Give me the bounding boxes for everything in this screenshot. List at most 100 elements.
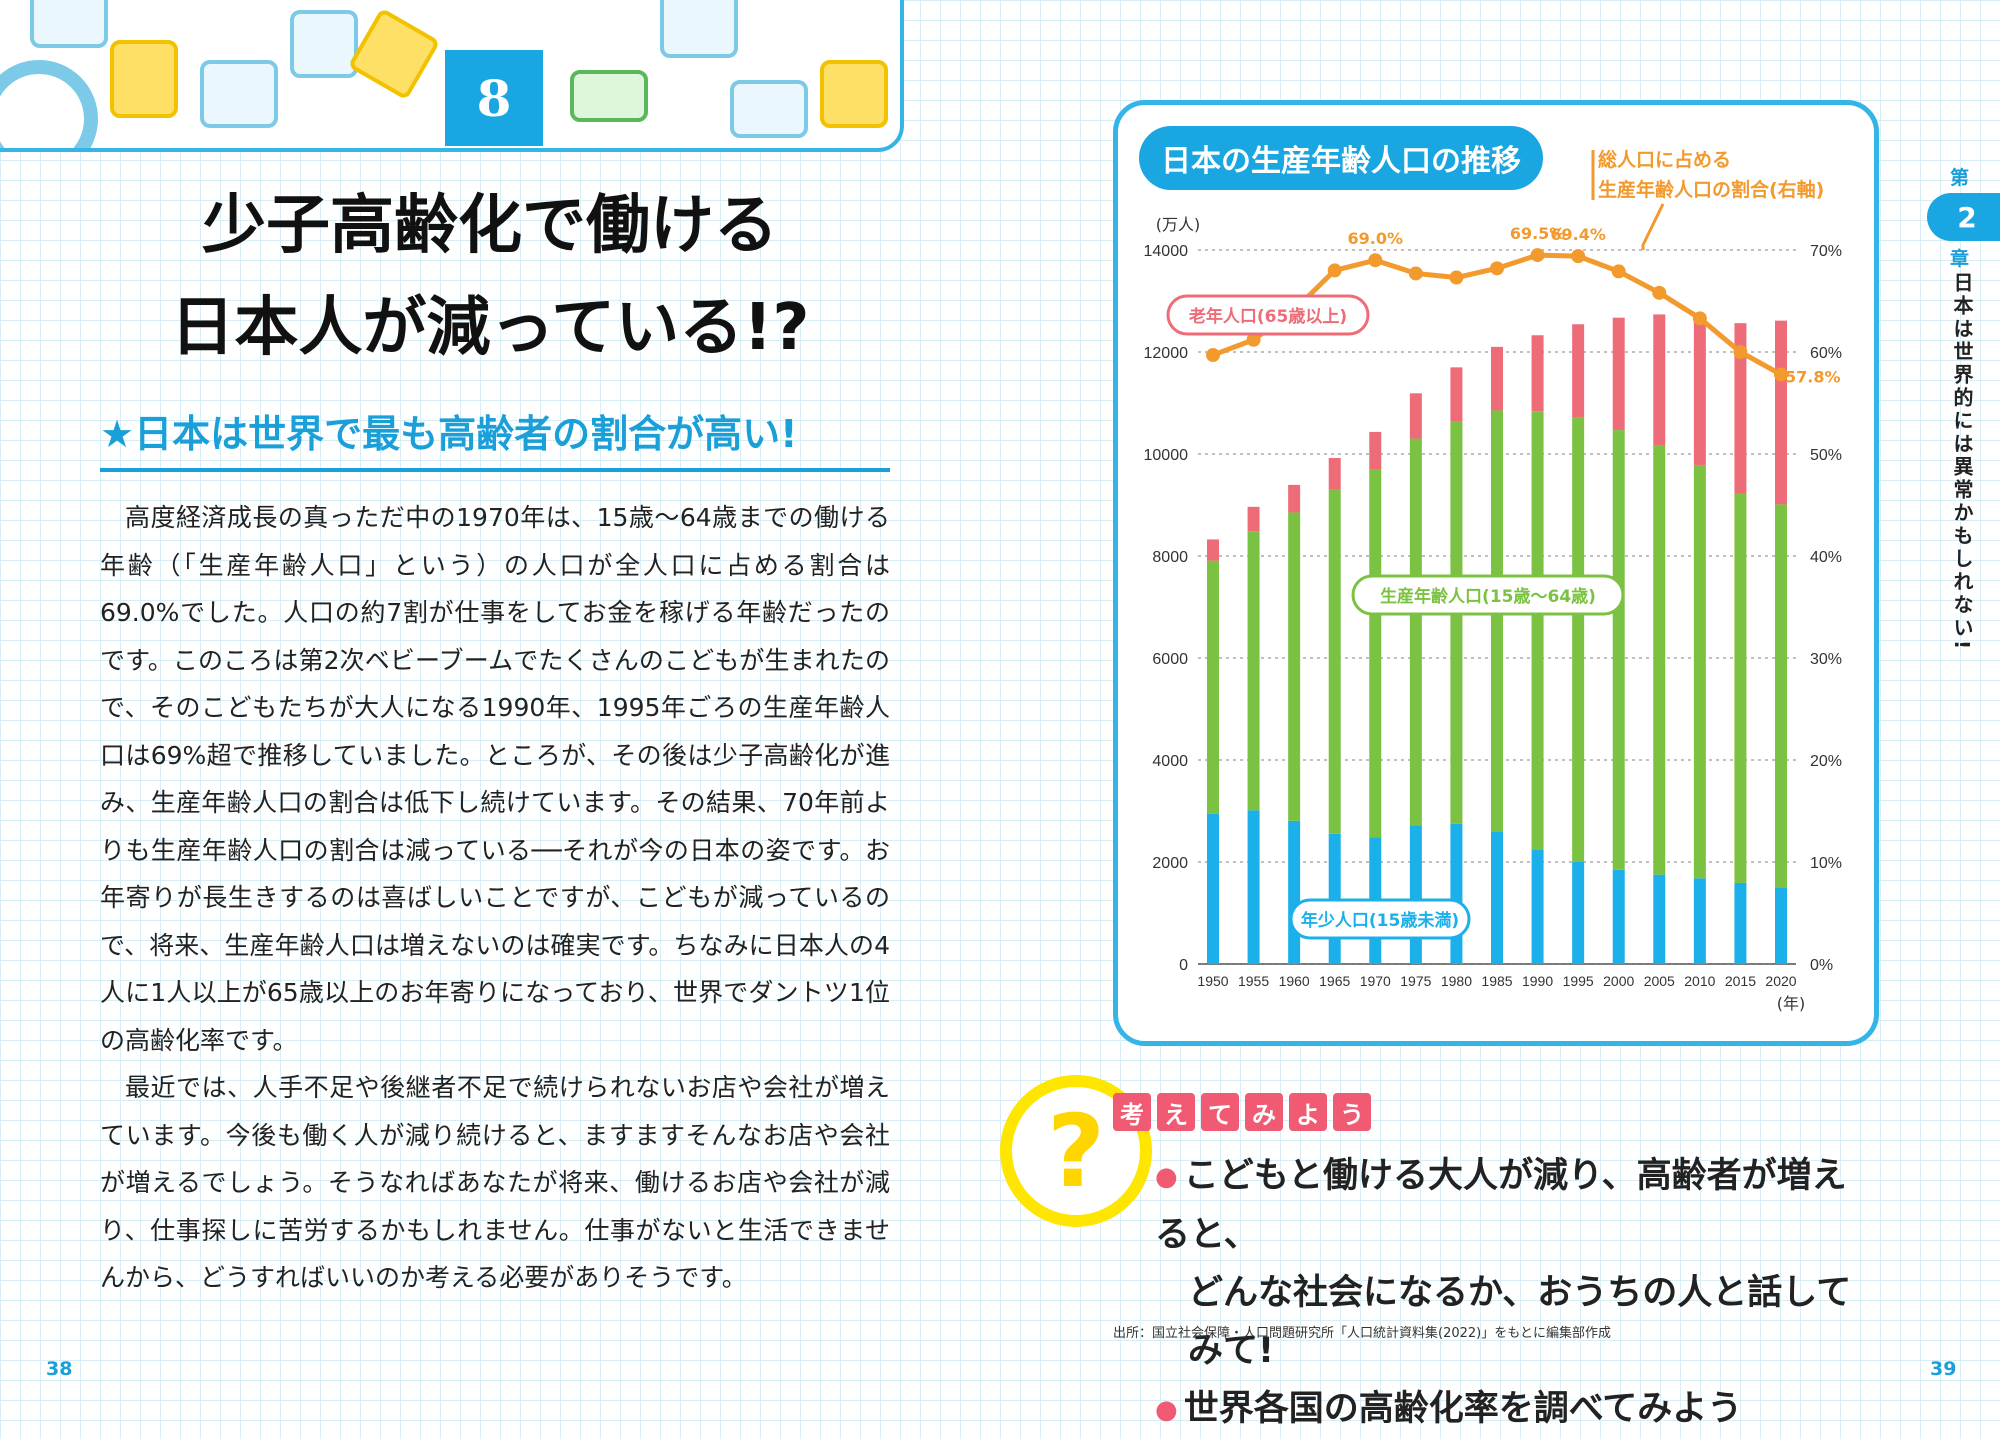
bar-segment (1247, 810, 1260, 964)
ratio-point (1327, 263, 1342, 278)
y-tick-label: 4000 (1152, 753, 1188, 770)
y-tick-label: 12000 (1144, 345, 1189, 362)
bar-segment (1369, 469, 1382, 838)
bar-segment (1734, 493, 1747, 883)
line-series-name: 生産年齢人口の割合(右軸) (1598, 178, 1824, 201)
ratio-point (1246, 332, 1261, 347)
header-illustration (0, 0, 904, 152)
x-tick-label: 2020 (1765, 973, 1796, 989)
x-tick-label: 1950 (1197, 973, 1228, 989)
ratio-point (1692, 311, 1707, 326)
bar-segment (1450, 367, 1463, 422)
bar-segment (1612, 430, 1625, 870)
bar-segment (1207, 560, 1219, 814)
bar-segment (1775, 504, 1787, 888)
bar-segment (1775, 887, 1787, 964)
bar-segment (1693, 315, 1706, 466)
source-note: 出所：国立社会保障・人口問題研究所「人口統計資料集(2022)」をもとに編集部作… (1113, 1326, 1611, 1341)
think-char: て (1201, 1093, 1239, 1131)
bar-segment (1734, 882, 1747, 964)
bar-segment (1288, 512, 1301, 821)
y2-tick-label: 60% (1810, 345, 1842, 362)
bar-segment (1734, 323, 1747, 494)
line-series-name: 総人口に占める (1598, 148, 1731, 171)
bar-segment (1288, 484, 1301, 513)
think-char: よ (1289, 1093, 1327, 1131)
ratio-point (1368, 253, 1383, 268)
title-line-1: 少子高齢化で働ける (202, 189, 778, 263)
x-tick-label: 2000 (1603, 973, 1634, 989)
bar-segment (1409, 825, 1422, 964)
x-tick-label: 1975 (1400, 973, 1431, 989)
chart-title: 日本の生産年齢人口の推移 (1139, 126, 1543, 190)
x-tick-label: 1960 (1279, 973, 1310, 989)
bar-segment (1531, 335, 1544, 412)
bar-segment (1531, 849, 1544, 964)
x-axis-label: (年) (1777, 994, 1806, 1013)
ratio-data-label: 57.8% (1785, 367, 1841, 386)
title-line-2: 日本人が減っている!? (170, 291, 810, 365)
ratio-point (1652, 285, 1667, 300)
pie-icon (0, 60, 98, 148)
section-heading: ★日本は世界で最も高齢者の割合が高い! (100, 403, 890, 472)
x-tick-label: 1965 (1319, 973, 1350, 989)
bar-segment (1653, 314, 1666, 446)
y2-tick-label: 40% (1810, 549, 1842, 566)
bar-segment (1247, 531, 1260, 811)
series-label: 老年人口(65歳以上) (1188, 306, 1347, 327)
y2-tick-label: 30% (1810, 651, 1842, 668)
bar-segment (1775, 320, 1787, 505)
ratio-point (1774, 367, 1788, 382)
x-tick-label: 2015 (1725, 973, 1756, 989)
bar-segment (1247, 506, 1260, 532)
ratio-point (1408, 266, 1423, 281)
bar-segment (1328, 489, 1341, 834)
ratio-data-label: 69.4% (1550, 225, 1606, 244)
x-tick-label: 1990 (1522, 973, 1553, 989)
bar-segment (1450, 421, 1463, 824)
left-page-number: 38 (46, 1358, 73, 1380)
bar-segment (1653, 445, 1666, 875)
page-title: 少子高齢化で働ける 日本人が減っている!? (140, 175, 840, 379)
bar-segment (1409, 438, 1422, 826)
x-tick-label: 1980 (1441, 973, 1472, 989)
think-char: え (1157, 1093, 1195, 1131)
think-items: ● こどもと働ける大人が減り、高齢者が増えると、 どんな社会になるか、おうちの人と… (1155, 1147, 1875, 1439)
x-tick-label: 1995 (1563, 973, 1594, 989)
think-item-1: ● こどもと働ける大人が減り、高齢者が増えると、 (1155, 1156, 1847, 1255)
bar-segment (1572, 861, 1585, 964)
series-label-pill (1289, 898, 1471, 940)
ratio-point (1490, 261, 1504, 276)
ratio-point (1206, 348, 1220, 363)
y-tick-label: 2000 (1152, 855, 1188, 872)
bar-segment (1288, 820, 1301, 964)
bar-segment (1409, 393, 1422, 439)
y2-tick-label: 50% (1810, 447, 1842, 464)
right-page-number: 39 (1930, 1358, 1957, 1380)
y-tick-label: 8000 (1152, 549, 1188, 566)
ratio-data-label: 69.5% (1510, 224, 1566, 243)
bar-segment (1491, 346, 1503, 411)
y2-tick-label: 70% (1810, 243, 1842, 260)
y-tick-label: 0 (1179, 957, 1188, 974)
x-tick-label: 2005 (1644, 973, 1675, 989)
think-item-2: ● 世界各国の高齢化率を調べてみよう (1155, 1389, 1743, 1429)
body-text: 高度経済成長の真っただ中の1970年は、15歳〜64歳までの働ける年齢（「生産年… (100, 494, 890, 1302)
bar-segment (1531, 411, 1544, 850)
y-tick-label: 6000 (1152, 651, 1188, 668)
bar-segment (1328, 458, 1341, 490)
bar-segment (1369, 431, 1382, 470)
bullet-icon: ● (1155, 1162, 1178, 1192)
x-tick-label: 1970 (1360, 973, 1391, 989)
bar-segment (1207, 539, 1219, 561)
bar-segment (1491, 831, 1503, 964)
bar-segment (1572, 417, 1585, 862)
paragraph-1: 高度経済成長の真っただ中の1970年は、15歳〜64歳までの働ける年齢（「生産年… (100, 503, 890, 1055)
bar-segment (1653, 874, 1666, 964)
think-item-1-cont: どんな社会になるか、おうちの人と話してみて! (1188, 1273, 1852, 1371)
x-tick-label: 2010 (1684, 973, 1715, 989)
series-label: 生産年齢人口(15歳〜64歳) (1380, 586, 1596, 607)
chapter-number: 8 (445, 50, 543, 146)
y2-tick-label: 0% (1810, 957, 1833, 974)
ratio-data-label: 69.0% (1348, 229, 1404, 248)
